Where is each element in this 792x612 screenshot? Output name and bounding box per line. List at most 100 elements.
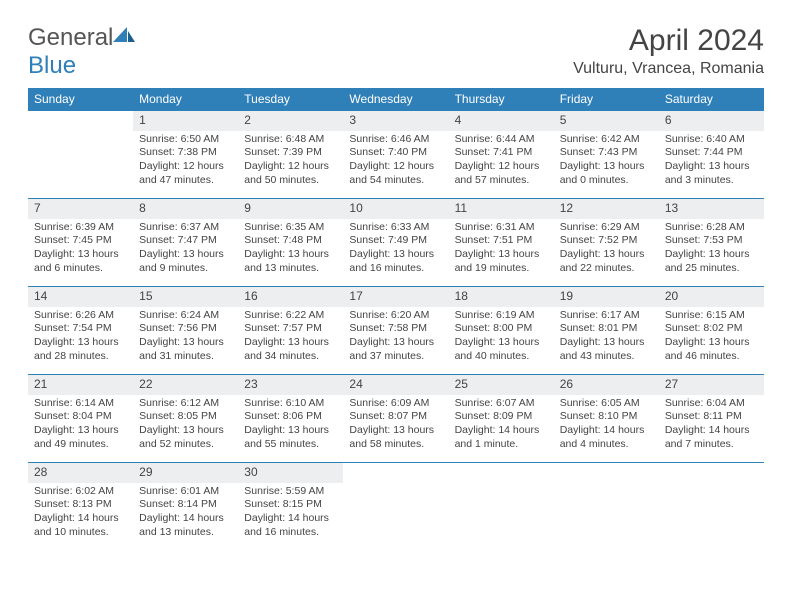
day-number: 18 xyxy=(449,286,554,307)
calendar-week: 1Sunrise: 6:50 AMSunset: 7:38 PMDaylight… xyxy=(28,110,764,198)
calendar-week: 28Sunrise: 6:02 AMSunset: 8:13 PMDayligh… xyxy=(28,462,764,550)
sunrise-line: Sunrise: 6:20 AM xyxy=(349,309,442,323)
sunrise-line: Sunrise: 6:46 AM xyxy=(349,133,442,147)
day-number: 11 xyxy=(449,198,554,219)
day-number: 8 xyxy=(133,198,238,219)
sunset-line: Sunset: 8:14 PM xyxy=(139,498,232,512)
weekday-header: Monday xyxy=(133,88,238,110)
day-number: 9 xyxy=(238,198,343,219)
sunset-line: Sunset: 7:40 PM xyxy=(349,146,442,160)
sunrise-line: Sunrise: 6:37 AM xyxy=(139,221,232,235)
calendar-cell: 6Sunrise: 6:40 AMSunset: 7:44 PMDaylight… xyxy=(659,110,764,198)
sunrise-line: Sunrise: 6:48 AM xyxy=(244,133,337,147)
sunrise-line: Sunrise: 6:29 AM xyxy=(560,221,653,235)
sunrise-line: Sunrise: 6:22 AM xyxy=(244,309,337,323)
sunrise-line: Sunrise: 6:35 AM xyxy=(244,221,337,235)
daylight-line: Daylight: 13 hours and 31 minutes. xyxy=(139,336,232,363)
sunrise-line: Sunrise: 5:59 AM xyxy=(244,485,337,499)
daylight-line: Daylight: 12 hours and 47 minutes. xyxy=(139,160,232,187)
daylight-line: Daylight: 13 hours and 0 minutes. xyxy=(560,160,653,187)
sunrise-line: Sunrise: 6:31 AM xyxy=(455,221,548,235)
daylight-line: Daylight: 13 hours and 16 minutes. xyxy=(349,248,442,275)
calendar-cell: 29Sunrise: 6:01 AMSunset: 8:14 PMDayligh… xyxy=(133,462,238,550)
sunset-line: Sunset: 8:07 PM xyxy=(349,410,442,424)
sunrise-line: Sunrise: 6:12 AM xyxy=(139,397,232,411)
day-number: 15 xyxy=(133,286,238,307)
day-body: Sunrise: 6:22 AMSunset: 7:57 PMDaylight:… xyxy=(238,307,343,368)
calendar-cell: 13Sunrise: 6:28 AMSunset: 7:53 PMDayligh… xyxy=(659,198,764,286)
day-body: Sunrise: 6:19 AMSunset: 8:00 PMDaylight:… xyxy=(449,307,554,368)
calendar-cell: 15Sunrise: 6:24 AMSunset: 7:56 PMDayligh… xyxy=(133,286,238,374)
daylight-line: Daylight: 14 hours and 10 minutes. xyxy=(34,512,127,539)
day-body: Sunrise: 6:20 AMSunset: 7:58 PMDaylight:… xyxy=(343,307,448,368)
calendar-cell: 5Sunrise: 6:42 AMSunset: 7:43 PMDaylight… xyxy=(554,110,659,198)
day-number: 17 xyxy=(343,286,448,307)
day-number: 27 xyxy=(659,374,764,395)
sunrise-line: Sunrise: 6:24 AM xyxy=(139,309,232,323)
logo-text: GeneralBlue xyxy=(28,24,135,80)
sunrise-line: Sunrise: 6:44 AM xyxy=(455,133,548,147)
daylight-line: Daylight: 12 hours and 50 minutes. xyxy=(244,160,337,187)
day-body: Sunrise: 6:50 AMSunset: 7:38 PMDaylight:… xyxy=(133,131,238,192)
sunrise-line: Sunrise: 6:28 AM xyxy=(665,221,758,235)
calendar-cell: 22Sunrise: 6:12 AMSunset: 8:05 PMDayligh… xyxy=(133,374,238,462)
day-body: Sunrise: 6:07 AMSunset: 8:09 PMDaylight:… xyxy=(449,395,554,456)
day-number: 12 xyxy=(554,198,659,219)
daylight-line: Daylight: 13 hours and 22 minutes. xyxy=(560,248,653,275)
day-body: Sunrise: 6:05 AMSunset: 8:10 PMDaylight:… xyxy=(554,395,659,456)
calendar-cell-empty xyxy=(449,462,554,550)
day-body: Sunrise: 6:35 AMSunset: 7:48 PMDaylight:… xyxy=(238,219,343,280)
calendar-cell: 14Sunrise: 6:26 AMSunset: 7:54 PMDayligh… xyxy=(28,286,133,374)
day-number: 30 xyxy=(238,462,343,483)
sunset-line: Sunset: 8:04 PM xyxy=(34,410,127,424)
logo: GeneralBlue xyxy=(28,24,135,80)
day-body: Sunrise: 6:33 AMSunset: 7:49 PMDaylight:… xyxy=(343,219,448,280)
day-body: Sunrise: 6:15 AMSunset: 8:02 PMDaylight:… xyxy=(659,307,764,368)
day-body: Sunrise: 6:29 AMSunset: 7:52 PMDaylight:… xyxy=(554,219,659,280)
daylight-line: Daylight: 13 hours and 52 minutes. xyxy=(139,424,232,451)
day-body: Sunrise: 6:48 AMSunset: 7:39 PMDaylight:… xyxy=(238,131,343,192)
daylight-line: Daylight: 13 hours and 13 minutes. xyxy=(244,248,337,275)
day-body: Sunrise: 6:39 AMSunset: 7:45 PMDaylight:… xyxy=(28,219,133,280)
sunrise-line: Sunrise: 6:01 AM xyxy=(139,485,232,499)
day-body: Sunrise: 6:37 AMSunset: 7:47 PMDaylight:… xyxy=(133,219,238,280)
day-number: 10 xyxy=(343,198,448,219)
daylight-line: Daylight: 13 hours and 58 minutes. xyxy=(349,424,442,451)
header: GeneralBlue April 2024 Vulturu, Vrancea,… xyxy=(28,24,764,80)
calendar-cell-empty xyxy=(554,462,659,550)
day-body: Sunrise: 6:09 AMSunset: 8:07 PMDaylight:… xyxy=(343,395,448,456)
logo-word-general: General xyxy=(28,24,113,51)
calendar-cell-empty xyxy=(28,110,133,198)
sunrise-line: Sunrise: 6:50 AM xyxy=(139,133,232,147)
day-body: Sunrise: 6:46 AMSunset: 7:40 PMDaylight:… xyxy=(343,131,448,192)
logo-sail-icon xyxy=(113,24,135,52)
day-body: Sunrise: 6:40 AMSunset: 7:44 PMDaylight:… xyxy=(659,131,764,192)
location: Vulturu, Vrancea, Romania xyxy=(573,60,764,78)
calendar-cell: 11Sunrise: 6:31 AMSunset: 7:51 PMDayligh… xyxy=(449,198,554,286)
sunset-line: Sunset: 7:41 PM xyxy=(455,146,548,160)
sunrise-line: Sunrise: 6:07 AM xyxy=(455,397,548,411)
day-body: Sunrise: 6:04 AMSunset: 8:11 PMDaylight:… xyxy=(659,395,764,456)
sunset-line: Sunset: 7:52 PM xyxy=(560,234,653,248)
sunset-line: Sunset: 7:53 PM xyxy=(665,234,758,248)
weekday-header: Friday xyxy=(554,88,659,110)
calendar-cell: 24Sunrise: 6:09 AMSunset: 8:07 PMDayligh… xyxy=(343,374,448,462)
day-number: 20 xyxy=(659,286,764,307)
day-number: 29 xyxy=(133,462,238,483)
day-number: 21 xyxy=(28,374,133,395)
calendar-cell: 8Sunrise: 6:37 AMSunset: 7:47 PMDaylight… xyxy=(133,198,238,286)
sunrise-line: Sunrise: 6:40 AM xyxy=(665,133,758,147)
sunrise-line: Sunrise: 6:39 AM xyxy=(34,221,127,235)
calendar-table: SundayMondayTuesdayWednesdayThursdayFrid… xyxy=(28,88,764,550)
daylight-line: Daylight: 14 hours and 1 minute. xyxy=(455,424,548,451)
sunrise-line: Sunrise: 6:19 AM xyxy=(455,309,548,323)
day-body: Sunrise: 6:01 AMSunset: 8:14 PMDaylight:… xyxy=(133,483,238,544)
sunset-line: Sunset: 8:05 PM xyxy=(139,410,232,424)
calendar-week: 21Sunrise: 6:14 AMSunset: 8:04 PMDayligh… xyxy=(28,374,764,462)
day-body: Sunrise: 6:26 AMSunset: 7:54 PMDaylight:… xyxy=(28,307,133,368)
sunset-line: Sunset: 8:00 PM xyxy=(455,322,548,336)
sunset-line: Sunset: 7:39 PM xyxy=(244,146,337,160)
day-number: 1 xyxy=(133,110,238,131)
daylight-line: Daylight: 13 hours and 34 minutes. xyxy=(244,336,337,363)
sunset-line: Sunset: 7:48 PM xyxy=(244,234,337,248)
